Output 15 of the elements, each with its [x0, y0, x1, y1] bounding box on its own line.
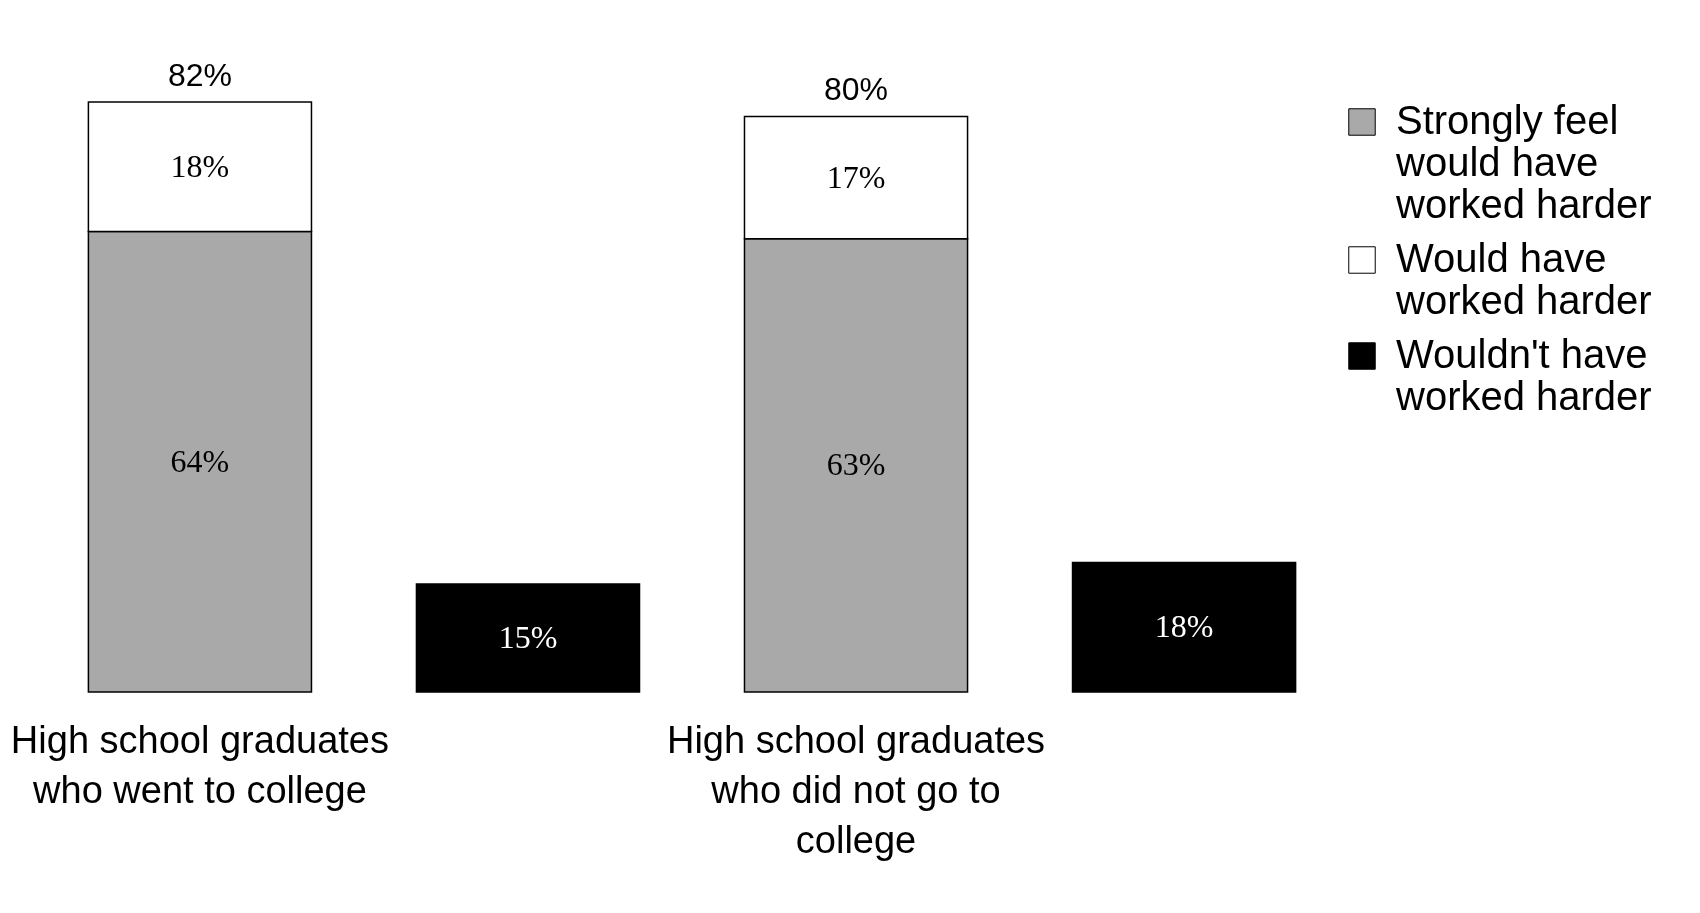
legend-label: Would have worked harder: [1395, 236, 1652, 322]
legend-label: Wouldn't have worked harder: [1395, 332, 1652, 418]
bar: [415, 583, 641, 693]
data-label: 18%: [1154, 608, 1214, 645]
x-tick-label: High school graduates who went to college: [10, 718, 390, 811]
total-label: 80%: [824, 71, 889, 108]
bar: [1071, 561, 1297, 693]
x-tick-label: High school graduates who did not go to college: [666, 718, 1046, 861]
legend-label: Strongly feel would have worked harder: [1395, 98, 1652, 226]
data-label: 17%: [826, 158, 886, 195]
total-label: 82%: [167, 57, 232, 93]
data-label: 15%: [498, 619, 558, 656]
data-label: 63%: [826, 446, 886, 483]
data-label: 64%: [170, 442, 230, 479]
data-label: 18%: [170, 147, 230, 184]
